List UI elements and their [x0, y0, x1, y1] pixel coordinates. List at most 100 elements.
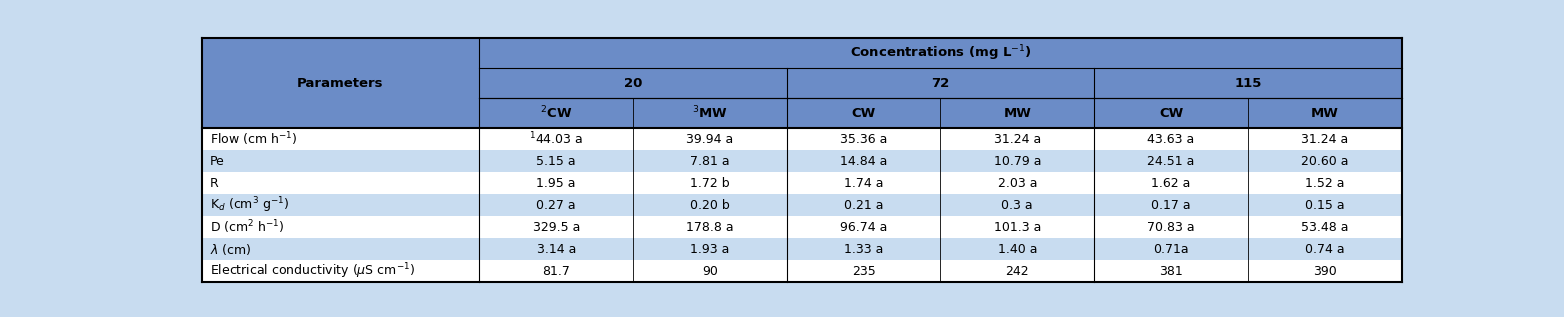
Text: 39.94 a: 39.94 a	[687, 133, 734, 146]
Text: 20.60 a: 20.60 a	[1301, 155, 1348, 168]
Text: 0.17 a: 0.17 a	[1151, 199, 1190, 212]
Bar	[787, 128, 940, 150]
Bar	[787, 216, 940, 238]
Bar	[1095, 150, 1248, 172]
Bar	[633, 128, 787, 150]
Bar	[202, 128, 480, 150]
Bar	[1248, 238, 1401, 260]
Text: 81.7: 81.7	[543, 265, 571, 278]
Bar	[202, 260, 480, 282]
Text: 329.5 a: 329.5 a	[533, 221, 580, 234]
Bar	[787, 238, 940, 260]
Text: 115: 115	[1234, 77, 1262, 90]
Bar	[940, 238, 1095, 260]
Text: $\lambda$ (cm): $\lambda$ (cm)	[210, 242, 252, 257]
Text: 7.81 a: 7.81 a	[690, 155, 730, 168]
Text: 14.84 a: 14.84 a	[840, 155, 887, 168]
Bar	[1095, 194, 1248, 216]
Text: 390: 390	[1312, 265, 1337, 278]
Bar	[202, 216, 480, 238]
Bar	[480, 216, 633, 238]
Text: $^3$MW: $^3$MW	[691, 105, 727, 121]
Bar	[940, 194, 1095, 216]
Bar	[1248, 172, 1401, 194]
Bar	[480, 68, 787, 98]
Text: 235: 235	[852, 265, 876, 278]
Text: 0.15 a: 0.15 a	[1304, 199, 1345, 212]
Text: D (cm$^2$ h$^{-1}$): D (cm$^2$ h$^{-1}$)	[210, 218, 285, 236]
Text: MW: MW	[1311, 107, 1339, 120]
Text: 24.51 a: 24.51 a	[1148, 155, 1195, 168]
Bar	[202, 238, 480, 260]
Text: 381: 381	[1159, 265, 1182, 278]
Text: 1.72 b: 1.72 b	[690, 177, 730, 190]
Bar	[633, 150, 787, 172]
Bar	[1095, 98, 1248, 128]
Bar	[633, 194, 787, 216]
Text: Pe: Pe	[210, 155, 225, 168]
Text: 43.63 a: 43.63 a	[1148, 133, 1195, 146]
Bar	[1095, 172, 1248, 194]
Bar	[1095, 238, 1248, 260]
Bar	[940, 128, 1095, 150]
Bar	[787, 172, 940, 194]
Bar	[202, 194, 480, 216]
Text: 35.36 a: 35.36 a	[840, 133, 887, 146]
Bar	[480, 260, 633, 282]
Bar	[480, 98, 633, 128]
Text: 0.27 a: 0.27 a	[536, 199, 576, 212]
Bar	[1095, 128, 1248, 150]
Text: 31.24 a: 31.24 a	[1301, 133, 1348, 146]
Bar	[787, 150, 940, 172]
Bar	[1248, 98, 1401, 128]
Bar	[633, 216, 787, 238]
Text: 0.3 a: 0.3 a	[1001, 199, 1034, 212]
Text: 0.71a: 0.71a	[1153, 243, 1189, 256]
Bar	[787, 260, 940, 282]
Text: Concentrations (mg L$^{-1}$): Concentrations (mg L$^{-1}$)	[849, 43, 1031, 63]
Text: $^2$CW: $^2$CW	[540, 105, 572, 121]
Text: 101.3 a: 101.3 a	[993, 221, 1042, 234]
Bar	[1248, 216, 1401, 238]
Text: 1.33 a: 1.33 a	[845, 243, 884, 256]
Bar	[940, 172, 1095, 194]
Bar	[1248, 128, 1401, 150]
Text: 2.03 a: 2.03 a	[998, 177, 1037, 190]
Text: 96.74 a: 96.74 a	[840, 221, 887, 234]
Text: 31.24 a: 31.24 a	[993, 133, 1042, 146]
Bar	[940, 98, 1095, 128]
Text: 0.74 a: 0.74 a	[1304, 243, 1345, 256]
Text: Flow (cm h$^{-1}$): Flow (cm h$^{-1}$)	[210, 130, 297, 148]
Text: 1.62 a: 1.62 a	[1151, 177, 1190, 190]
Bar	[940, 216, 1095, 238]
Text: 70.83 a: 70.83 a	[1146, 221, 1195, 234]
Text: 5.15 a: 5.15 a	[536, 155, 576, 168]
Text: CW: CW	[851, 107, 876, 120]
Bar	[633, 98, 787, 128]
Bar	[480, 38, 1401, 68]
Text: 90: 90	[702, 265, 718, 278]
Text: 3.14 a: 3.14 a	[536, 243, 576, 256]
Bar	[940, 150, 1095, 172]
Text: 1.40 a: 1.40 a	[998, 243, 1037, 256]
Text: Parameters: Parameters	[297, 77, 383, 90]
Bar	[633, 238, 787, 260]
Bar	[1248, 150, 1401, 172]
Text: 20: 20	[624, 77, 643, 90]
Text: 1.52 a: 1.52 a	[1304, 177, 1345, 190]
Text: 1.93 a: 1.93 a	[690, 243, 730, 256]
Bar	[1095, 216, 1248, 238]
Text: R: R	[210, 177, 219, 190]
Bar	[480, 194, 633, 216]
Text: 72: 72	[931, 77, 949, 90]
Bar	[940, 260, 1095, 282]
Bar	[633, 172, 787, 194]
Bar	[1095, 260, 1248, 282]
Bar	[787, 68, 1095, 98]
Text: 53.48 a: 53.48 a	[1301, 221, 1348, 234]
Text: $^1$44.03 a: $^1$44.03 a	[529, 131, 583, 147]
Bar	[1095, 68, 1401, 98]
Text: 242: 242	[1006, 265, 1029, 278]
Bar	[1248, 260, 1401, 282]
Text: 1.95 a: 1.95 a	[536, 177, 576, 190]
